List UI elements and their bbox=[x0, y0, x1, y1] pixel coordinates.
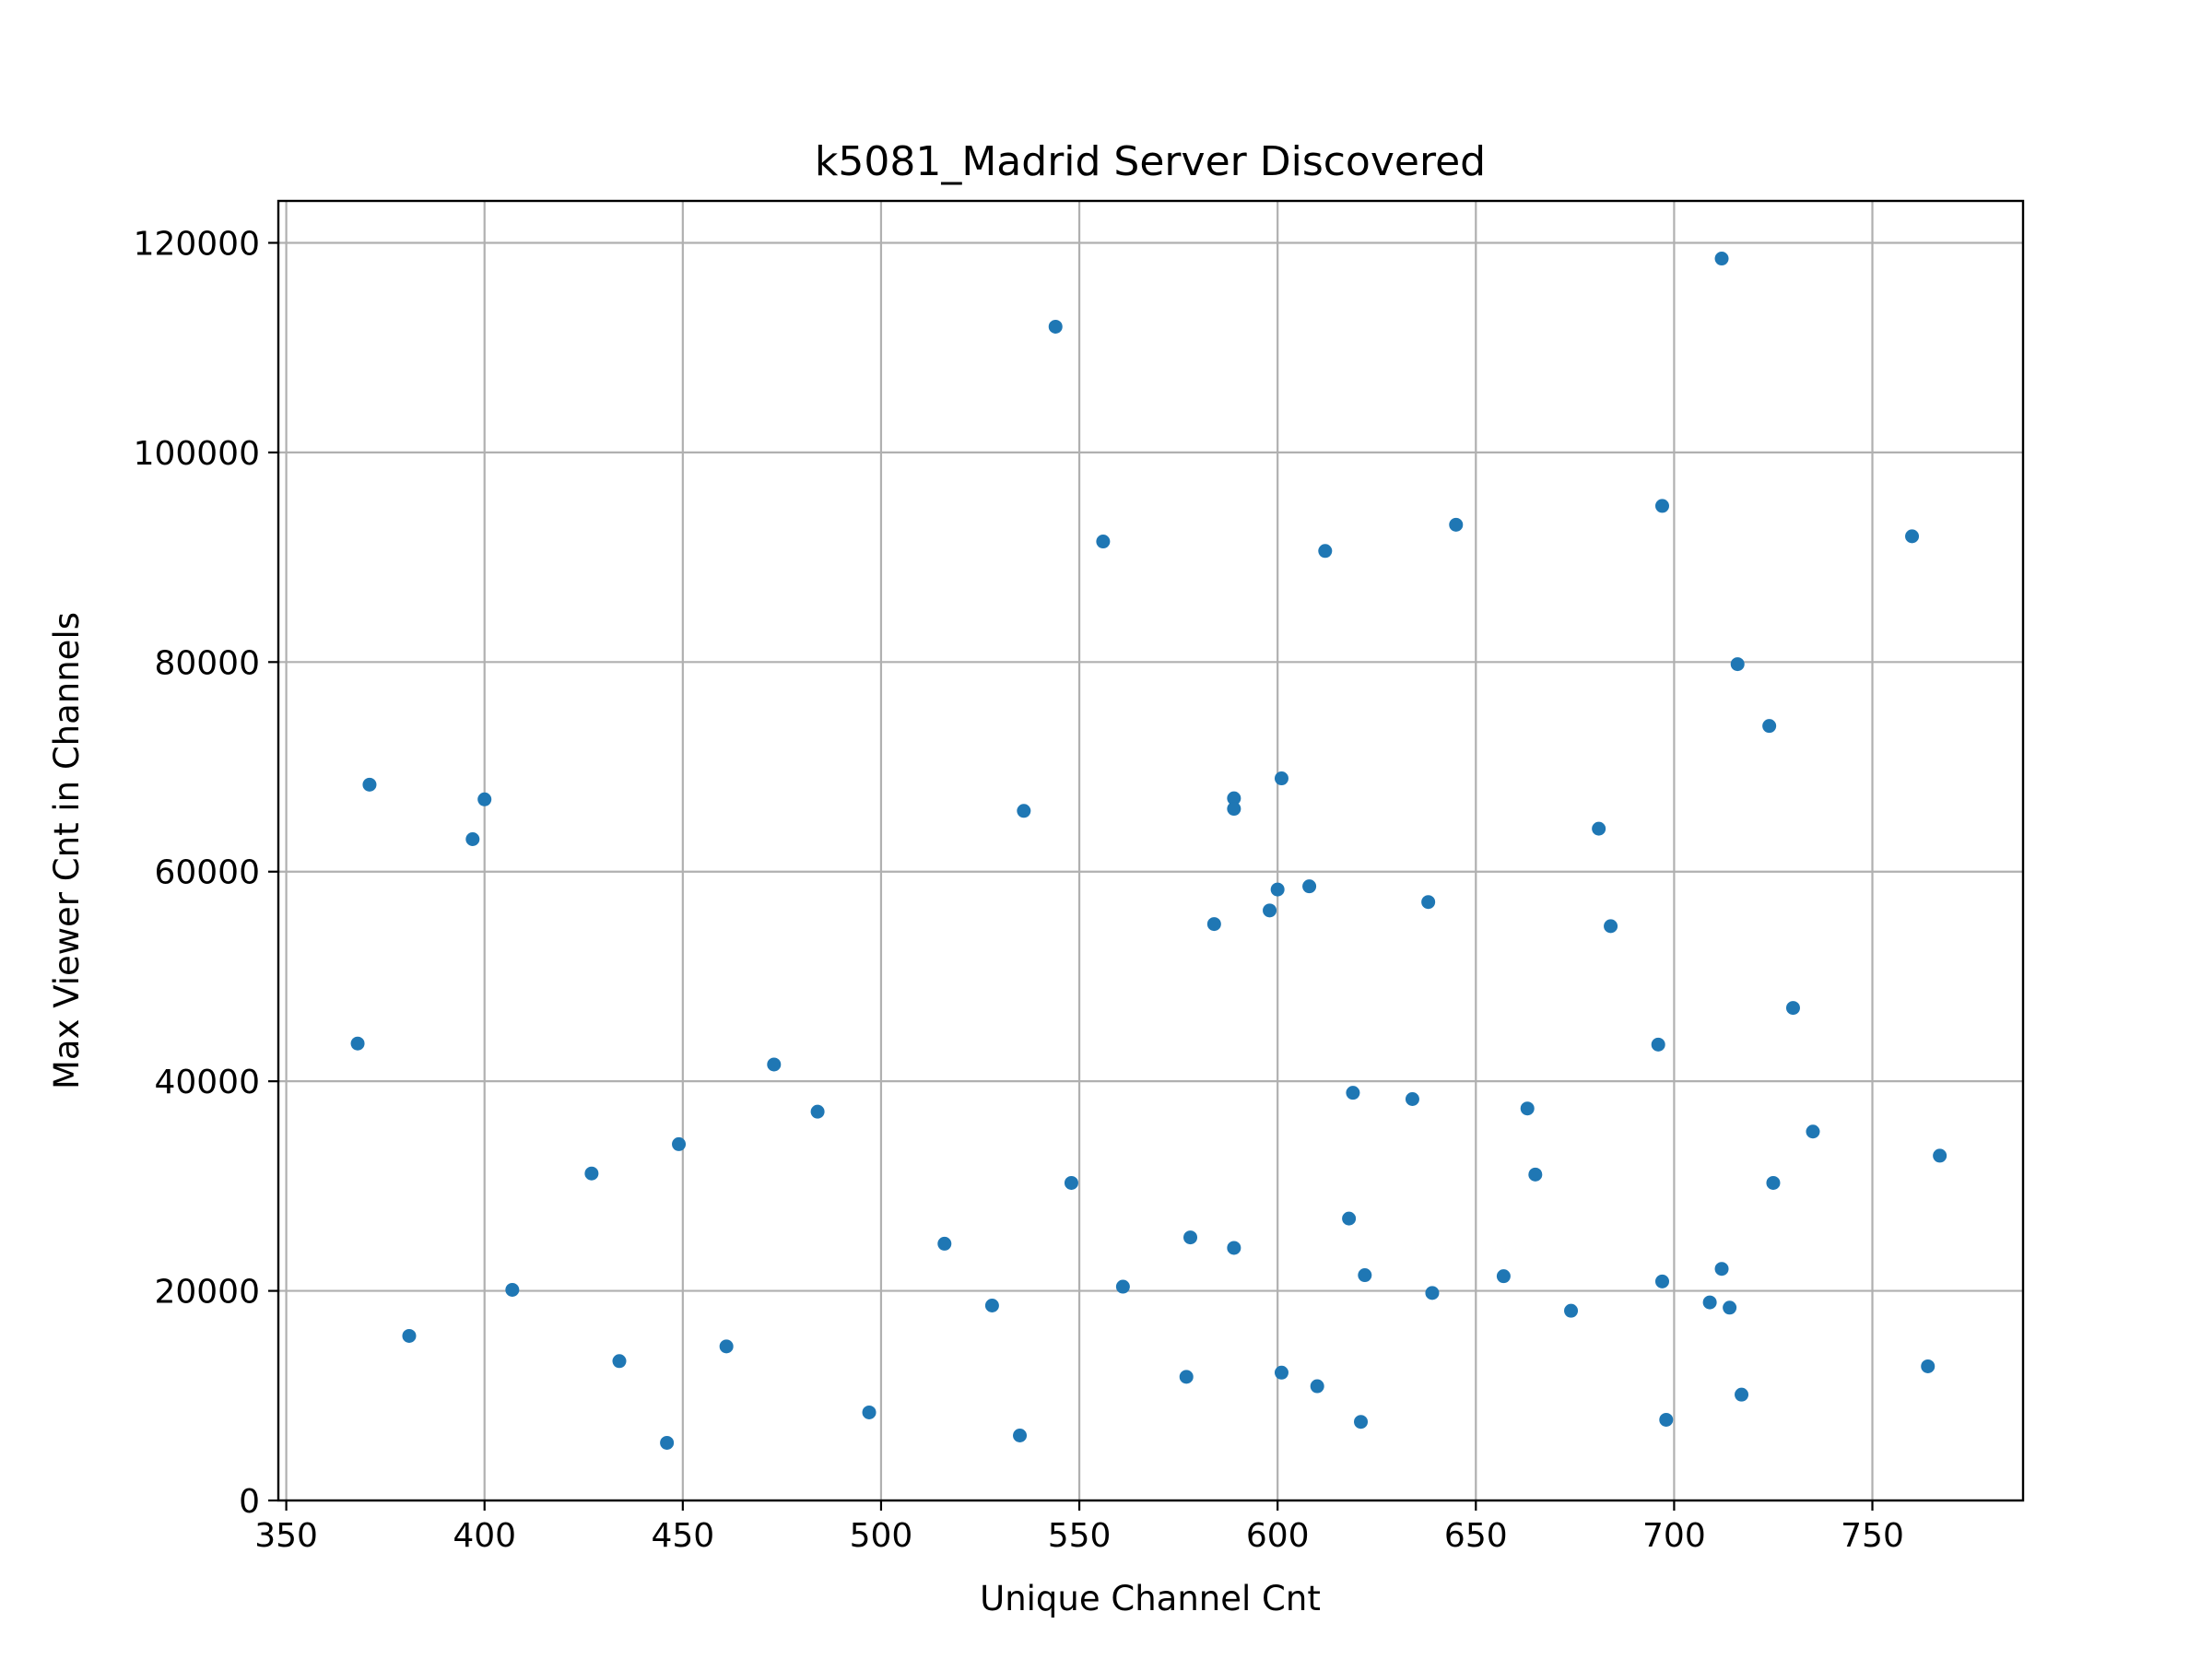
data-point bbox=[1785, 1001, 1800, 1016]
data-point bbox=[1592, 821, 1606, 836]
data-point bbox=[672, 1136, 687, 1151]
x-tick-label: 500 bbox=[850, 1517, 913, 1555]
data-point bbox=[402, 1328, 417, 1343]
data-point bbox=[1496, 1269, 1511, 1284]
plot-frame bbox=[276, 199, 2025, 1502]
data-point bbox=[1905, 529, 1920, 544]
data-point bbox=[862, 1405, 877, 1419]
data-point bbox=[1520, 1101, 1535, 1116]
x-tick-label: 450 bbox=[651, 1517, 714, 1555]
data-point bbox=[362, 777, 377, 792]
data-point bbox=[1421, 895, 1436, 910]
grid bbox=[278, 201, 2023, 1502]
data-point bbox=[1342, 1211, 1357, 1226]
x-tick-label: 600 bbox=[1246, 1517, 1310, 1555]
data-point bbox=[1227, 802, 1241, 817]
y-tick-label: 60000 bbox=[154, 854, 260, 892]
x-tick-label: 750 bbox=[1841, 1517, 1904, 1555]
data-point bbox=[1762, 719, 1777, 734]
data-point bbox=[1013, 1429, 1028, 1442]
data-point bbox=[1096, 535, 1111, 549]
x-tick-label: 550 bbox=[1048, 1517, 1112, 1555]
data-point bbox=[1528, 1167, 1543, 1182]
y-tick-label: 80000 bbox=[154, 644, 260, 682]
y-tick-label: 40000 bbox=[154, 1064, 260, 1101]
data-point bbox=[1274, 1365, 1288, 1380]
data-point bbox=[612, 1354, 627, 1369]
y-tick-label: 100000 bbox=[134, 435, 260, 473]
data-point bbox=[1227, 1241, 1241, 1255]
data-point bbox=[1604, 919, 1618, 934]
data-point bbox=[1405, 1091, 1419, 1106]
data-point bbox=[1449, 517, 1464, 532]
data-point bbox=[1564, 1303, 1579, 1318]
data-point bbox=[1064, 1175, 1078, 1190]
data-point bbox=[465, 831, 480, 846]
chart-title: k5081_Madrid Server Discovered bbox=[815, 138, 1486, 185]
data-point bbox=[1723, 1300, 1737, 1315]
data-point bbox=[1714, 1262, 1729, 1277]
data-point bbox=[660, 1435, 675, 1450]
x-tick-label: 400 bbox=[453, 1517, 516, 1555]
data-point bbox=[1017, 804, 1031, 818]
data-point bbox=[1206, 917, 1221, 932]
data-point bbox=[350, 1036, 365, 1051]
data-point bbox=[1659, 1412, 1674, 1427]
data-point bbox=[1048, 319, 1063, 334]
data-point bbox=[1806, 1124, 1820, 1139]
data-point bbox=[1933, 1148, 1947, 1163]
data-point bbox=[810, 1104, 825, 1119]
data-point bbox=[1183, 1230, 1198, 1245]
data-point bbox=[767, 1057, 782, 1072]
data-point bbox=[1354, 1415, 1369, 1430]
x-axis-label: Unique Channel Cnt bbox=[980, 1579, 1321, 1618]
data-point bbox=[1227, 791, 1241, 806]
y-tick-label: 20000 bbox=[154, 1274, 260, 1312]
data-point bbox=[1274, 771, 1288, 786]
data-point bbox=[1310, 1379, 1324, 1394]
data-point bbox=[1702, 1295, 1717, 1310]
data-point bbox=[1179, 1370, 1194, 1384]
data-point bbox=[1766, 1175, 1781, 1190]
data-point bbox=[1270, 882, 1285, 897]
data-point bbox=[1654, 1274, 1669, 1288]
data-point bbox=[1302, 879, 1317, 894]
y-axis-label: Max Viewer Cnt in Channels bbox=[47, 612, 87, 1089]
data-point bbox=[1735, 1387, 1749, 1402]
data-point bbox=[1425, 1286, 1440, 1300]
data-point bbox=[719, 1339, 734, 1354]
data-point bbox=[937, 1236, 952, 1251]
x-tick-label: 350 bbox=[254, 1517, 318, 1555]
data-point bbox=[584, 1166, 599, 1181]
data-points bbox=[350, 252, 1947, 1450]
data-point bbox=[1115, 1279, 1130, 1294]
x-tick-label: 700 bbox=[1642, 1517, 1706, 1555]
data-point bbox=[984, 1299, 999, 1312]
data-point bbox=[1714, 252, 1729, 266]
axis-ticks: 350 400 450 500 550 600 650 700 750 0 20000 40000 60… bbox=[134, 225, 1904, 1555]
data-point bbox=[1730, 657, 1745, 672]
y-tick-label: 0 bbox=[239, 1483, 260, 1521]
y-tick-label: 120000 bbox=[134, 225, 260, 263]
data-point bbox=[1318, 544, 1333, 559]
x-tick-label: 650 bbox=[1444, 1517, 1508, 1555]
data-point bbox=[1346, 1086, 1360, 1100]
data-point bbox=[1651, 1037, 1665, 1052]
data-point bbox=[477, 792, 492, 806]
data-point bbox=[1921, 1359, 1936, 1373]
data-point bbox=[505, 1282, 520, 1297]
data-point bbox=[1263, 903, 1277, 918]
data-point bbox=[1654, 499, 1669, 513]
data-point bbox=[1358, 1268, 1372, 1283]
